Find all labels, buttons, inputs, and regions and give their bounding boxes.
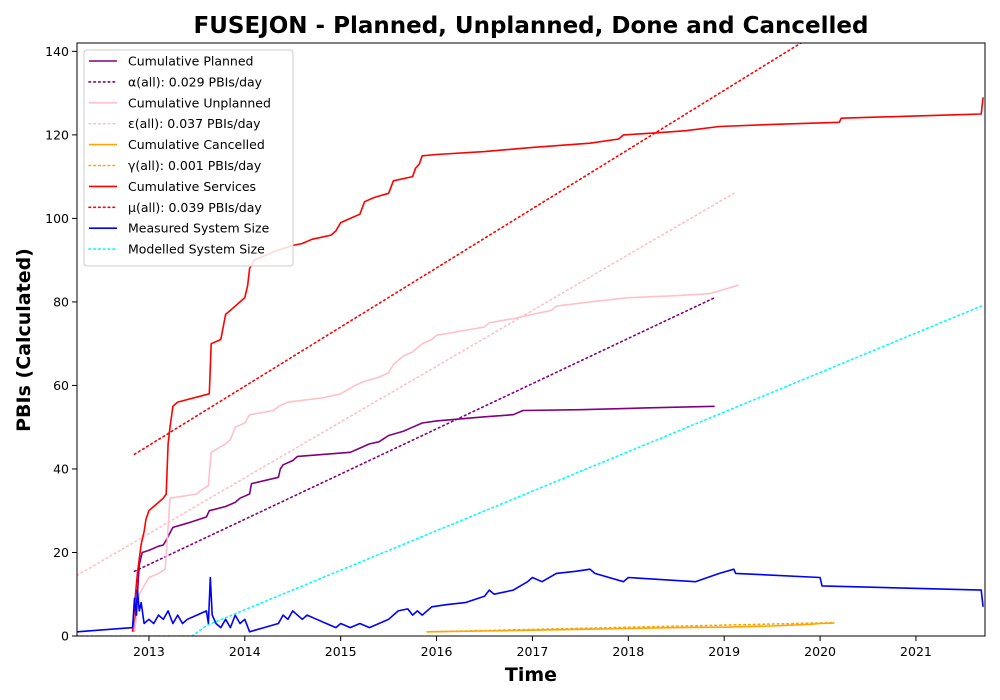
axes: 2013 2014 2015 2016 2017 2018 2019 2020 2021 0 20 4…: [45, 42, 986, 659]
x-tick-label: 2019: [708, 644, 740, 659]
series-line-1: [133, 405, 715, 632]
legend-label-all-0-029-pbis-day: α(all): 0.029 PBIs/day: [128, 74, 263, 89]
y-tick-label: 20: [53, 545, 69, 560]
chart-title: FUSEJON - Planned, Unplanned, Done and C…: [194, 13, 869, 39]
plot-area: [77, 43, 984, 636]
legend-label-all-0-039-pbis-day: μ(all): 0.039 PBIs/day: [128, 200, 262, 215]
series-line-5: [426, 622, 835, 633]
x-tick-label: 2013: [133, 644, 165, 659]
legend-box: [83, 49, 294, 267]
y-tick-label: 40: [53, 461, 69, 476]
x-tick-label: 2015: [325, 644, 357, 659]
axes-frame: [76, 42, 986, 637]
legend-label-cumulative-unplanned: Cumulative Unplanned: [128, 95, 271, 110]
series-line-10: [77, 305, 982, 636]
x-tick-label: 2017: [517, 644, 549, 659]
series-line-3: [133, 284, 739, 632]
y-tick-label: 120: [45, 127, 69, 142]
x-tick-label: 2018: [612, 644, 644, 659]
x-tick-label: 2016: [421, 644, 453, 659]
series-line-2: [133, 296, 716, 573]
legend-label-measured-system-size: Measured System Size: [128, 221, 270, 236]
legend-label-modelled-system-size: Modelled System Size: [128, 242, 265, 257]
y-tick-label: 140: [45, 44, 69, 59]
legend-label-cumulative-cancelled: Cumulative Cancelled: [128, 137, 265, 152]
legend-label-all-0-001-pbis-day: γ(all): 0.001 PBIs/day: [128, 158, 262, 173]
y-axis-title: PBIs (Calculated): [13, 248, 35, 432]
series-line-9: [77, 568, 984, 633]
x-axis-title: Time: [505, 664, 557, 686]
x-tick-label: 2021: [900, 644, 932, 659]
series-line-8: [133, 43, 802, 456]
legend: Cumulative Planned α(all): 0.029 PBIs/day…: [83, 49, 294, 267]
legend-label-cumulative-services: Cumulative Services: [128, 179, 256, 194]
series-line-6: [426, 621, 836, 633]
y-tick-label: 80: [53, 294, 69, 309]
x-tick-label: 2014: [229, 644, 261, 659]
legend-label-all-0-037-pbis-day: ε(all): 0.037 PBIs/day: [128, 116, 261, 131]
y-tick-label: 60: [53, 378, 69, 393]
y-tick-label: 0: [61, 629, 69, 644]
legend-label-cumulative-planned: Cumulative Planned: [128, 54, 253, 69]
y-tick-label: 100: [45, 211, 69, 226]
x-tick-label: 2020: [804, 644, 836, 659]
series-line-7: [131, 97, 984, 632]
series-group: [77, 43, 984, 636]
series-line-4: [77, 192, 735, 577]
